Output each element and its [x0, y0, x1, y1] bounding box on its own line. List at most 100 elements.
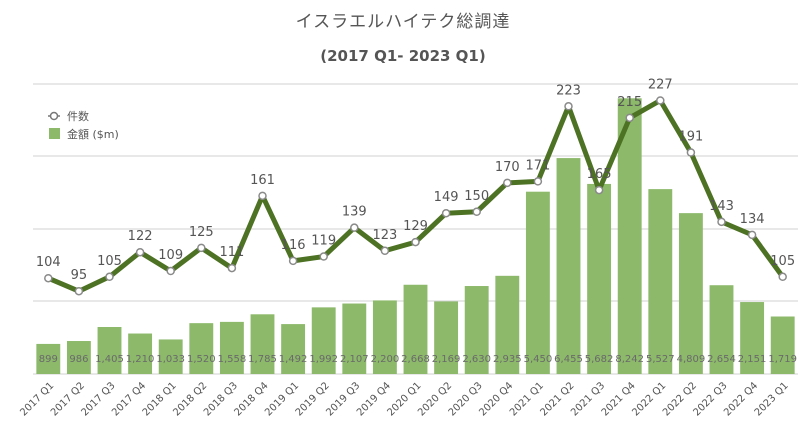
- line-value-label: 223: [556, 83, 581, 98]
- line-point: [686, 148, 696, 157]
- line-value-label: 129: [403, 219, 428, 234]
- line-point: [533, 177, 543, 186]
- bar: [678, 213, 703, 374]
- bar-value-label: 1,785: [248, 354, 277, 365]
- bar-value-label: 2,107: [340, 354, 369, 365]
- line-point: [472, 207, 481, 216]
- legend-marker-icon: [49, 111, 59, 121]
- bar-value-label: 1,210: [126, 354, 155, 365]
- x-tick-label: 2023 Q1: [753, 380, 791, 418]
- line-value-label: 143: [709, 199, 734, 214]
- bar: [525, 191, 550, 374]
- line-value-label: 105: [770, 254, 795, 269]
- bar: [372, 300, 397, 374]
- bar-value-label: 2,668: [401, 354, 430, 365]
- bar: [36, 343, 61, 374]
- bar: [556, 158, 581, 374]
- chart-title: イスラエルハイテク総調達: [295, 12, 511, 32]
- bar-value-label: 8,242: [615, 354, 644, 365]
- legend-bar-label: 金額 ($m): [67, 127, 119, 141]
- bar-value-label: 2,169: [432, 354, 461, 365]
- bar-value-label: 1,492: [279, 354, 308, 365]
- line-point: [717, 217, 726, 227]
- line-point: [564, 102, 573, 111]
- line-value-label: 95: [71, 268, 88, 283]
- line-value-label: 161: [250, 173, 275, 188]
- line-point: [197, 243, 206, 253]
- line-point: [503, 178, 512, 188]
- line-point: [411, 237, 420, 247]
- line-value-label: 139: [342, 205, 367, 220]
- bar: [342, 303, 367, 374]
- bar-value-label: 1,033: [156, 354, 185, 365]
- bar-value-label: 6,455: [554, 354, 583, 365]
- bar-value-label: 1,558: [218, 354, 247, 365]
- bar-labels: 899 986 1,405 1,210 1,033 1,520 1,558 1,785 1,49…: [39, 354, 797, 365]
- line-point: [258, 191, 267, 201]
- line-point: [288, 256, 298, 266]
- bar: [709, 285, 734, 374]
- line-point: [166, 266, 175, 276]
- line-value-label: 191: [678, 130, 703, 145]
- line-value-label: 109: [158, 248, 183, 263]
- bar-value-label: 899: [39, 354, 58, 365]
- line-point: [44, 273, 53, 283]
- bar-value-label: 5,527: [646, 354, 675, 365]
- bar-value-label: 2,630: [462, 354, 491, 365]
- line-point: [656, 96, 665, 105]
- line-labels: 104 95 105 122 109 125 111 161 116 119 139 123 129 14…: [36, 77, 795, 283]
- line-point: [625, 113, 634, 123]
- line-value-label: 227: [648, 77, 673, 92]
- line-value-label: 122: [128, 229, 153, 244]
- bar: [403, 284, 428, 374]
- line-value-label: 123: [372, 228, 397, 243]
- chart-subtitle: (2017 Q1- 2023 Q1): [320, 47, 486, 65]
- bar-value-label: 5,450: [524, 354, 553, 365]
- bar: [219, 321, 244, 374]
- bar-value-label: 2,654: [707, 354, 736, 365]
- bar: [97, 327, 122, 374]
- bar-value-label: 5,682: [585, 354, 614, 365]
- bar-series: [36, 98, 795, 374]
- line-value-label: 111: [219, 245, 244, 260]
- line-point: [74, 286, 84, 296]
- line-value-label: 125: [189, 225, 214, 240]
- line-point: [319, 252, 328, 261]
- line-point: [778, 272, 787, 282]
- bar: [158, 339, 183, 374]
- line-point: [747, 230, 757, 240]
- line-point: [105, 272, 114, 282]
- line-value-label: 149: [434, 190, 459, 205]
- bar-value-label: 986: [69, 354, 88, 365]
- bar: [250, 314, 275, 374]
- bar: [128, 333, 153, 374]
- line-value-label: 215: [617, 95, 642, 110]
- bar-value-label: 1,992: [309, 354, 338, 365]
- line-point: [135, 247, 145, 257]
- legend-line-label: 件数: [67, 110, 89, 123]
- line-point: [441, 208, 451, 218]
- bar-value-label: 4,809: [677, 354, 706, 365]
- bar: [617, 98, 642, 374]
- bar: [66, 341, 91, 374]
- bar-value-label: 1,405: [95, 354, 124, 365]
- line-point: [380, 246, 390, 256]
- bar: [495, 275, 520, 374]
- bar-value-label: 2,935: [493, 354, 522, 365]
- bar: [464, 286, 489, 374]
- bar-value-label: 1,719: [768, 354, 797, 365]
- line-value-label: 116: [281, 238, 306, 253]
- bar-value-label: 2,200: [371, 354, 400, 365]
- bar-value-label: 2,151: [738, 354, 767, 365]
- line-point: [594, 185, 604, 195]
- bar: [587, 183, 612, 374]
- bar: [189, 323, 214, 374]
- line-point: [227, 263, 237, 273]
- line-series: [44, 96, 787, 296]
- bar: [311, 307, 336, 374]
- bar: [281, 324, 306, 374]
- bar-value-label: 1,520: [187, 354, 216, 365]
- line-point: [350, 223, 359, 232]
